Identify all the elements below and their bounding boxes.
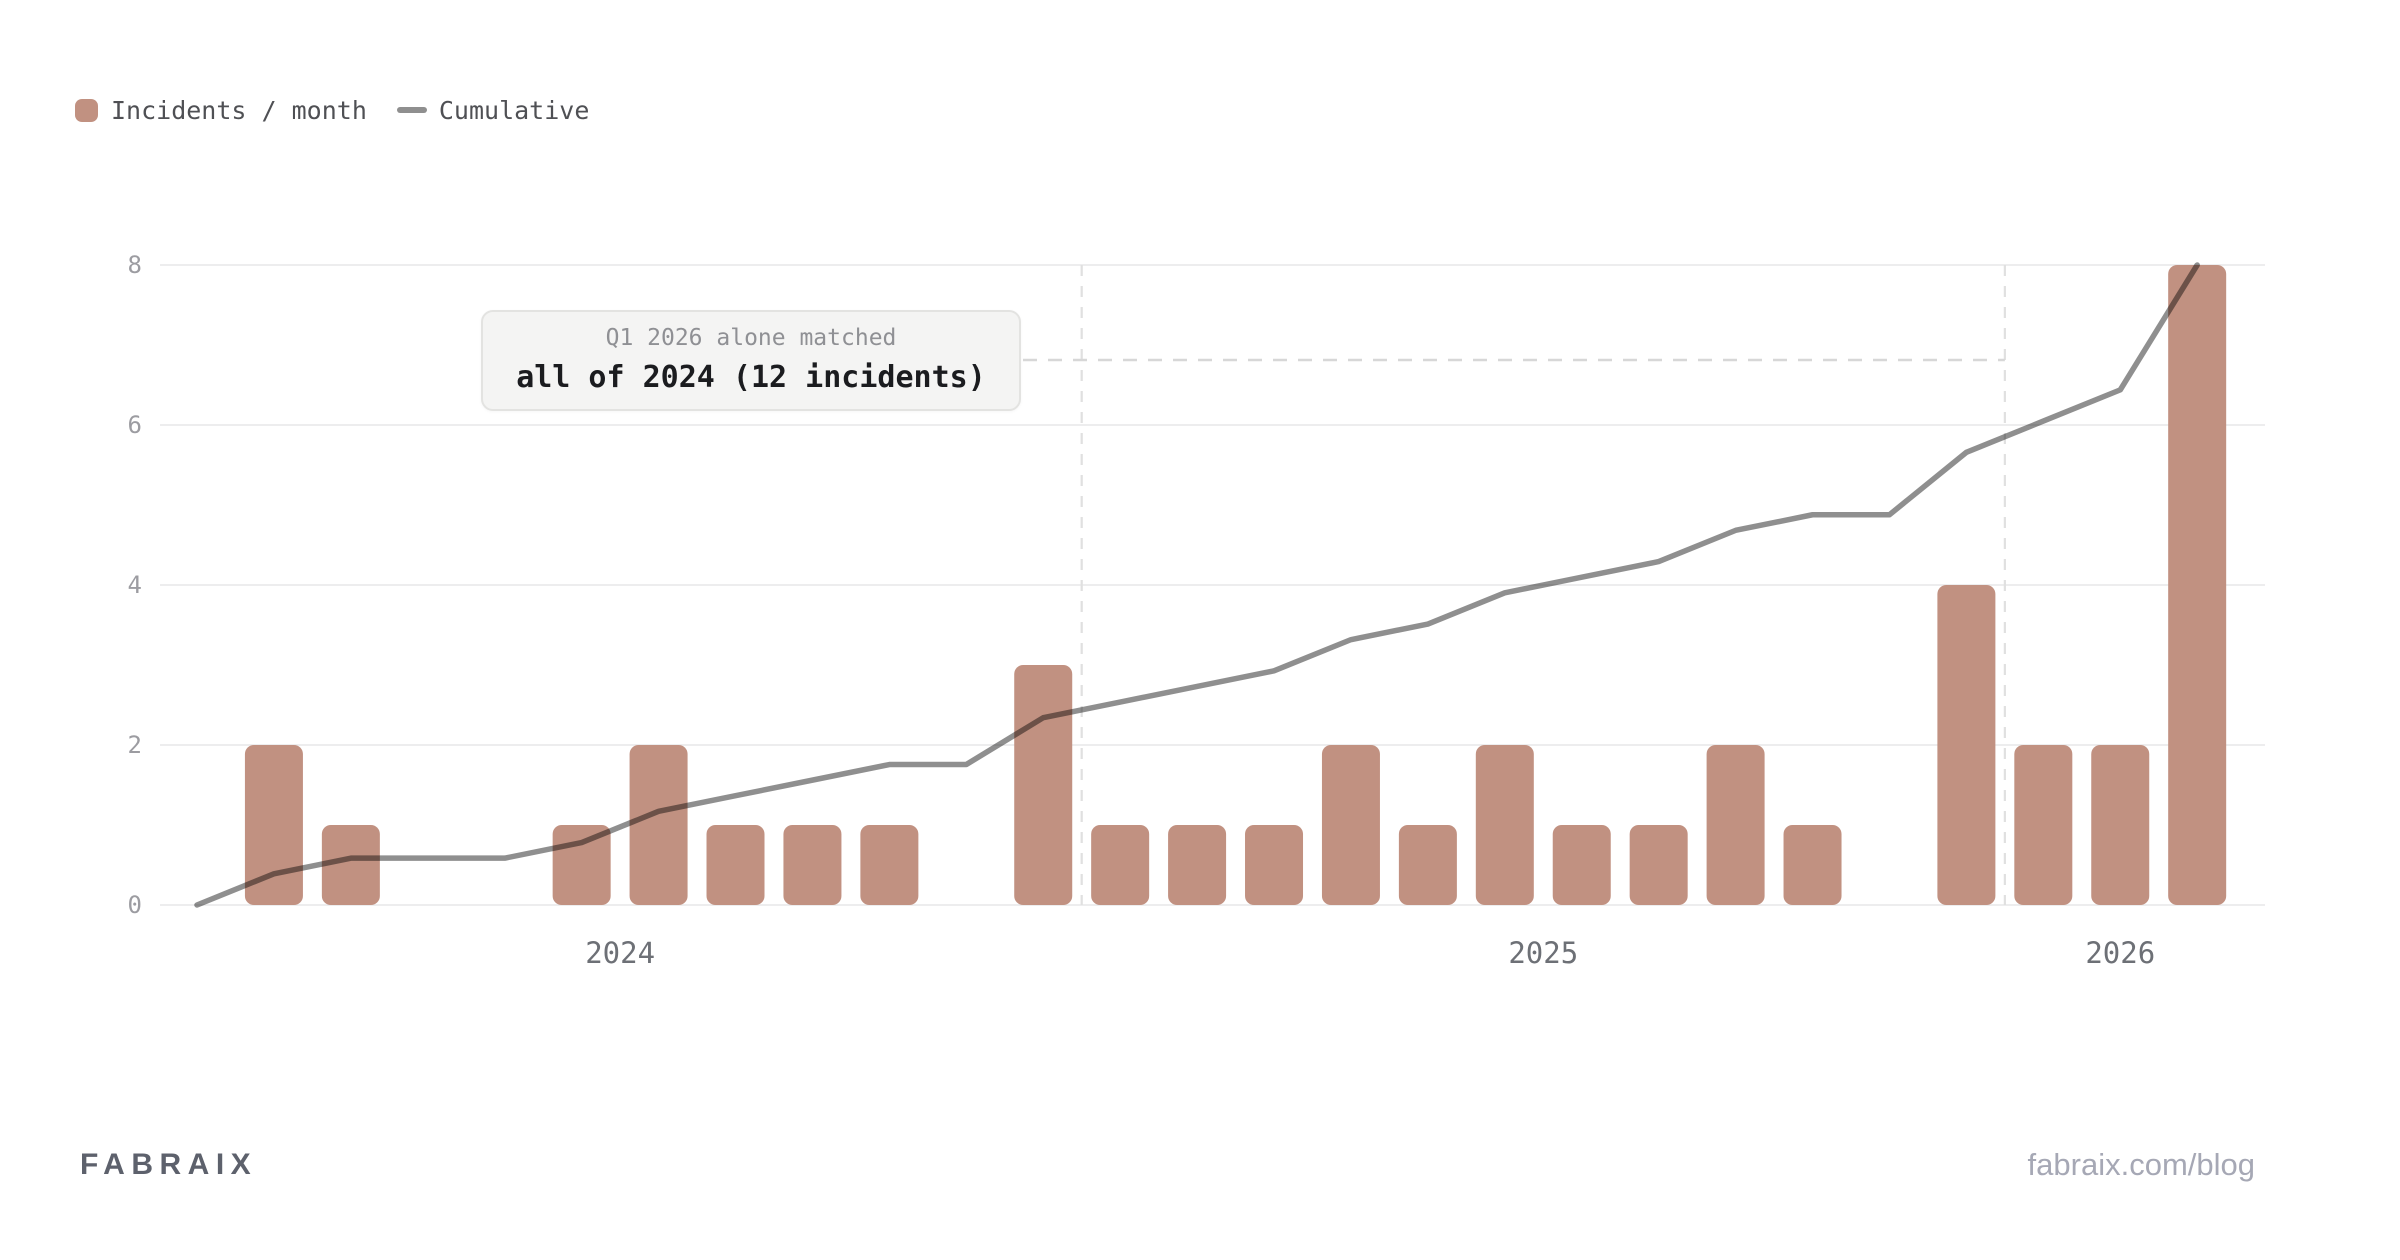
bar	[1321, 745, 1380, 905]
annotation-body: all of 2024 (12 incidents)	[516, 359, 986, 395]
bar	[1475, 745, 1534, 905]
bar	[860, 825, 919, 905]
bar	[1014, 665, 1073, 905]
y-tick-label: 4	[128, 571, 142, 599]
bar	[2014, 745, 2073, 905]
legend-bar-label: Incidents / month	[111, 95, 367, 125]
annotation-callout: Q1 2026 alone matched all of 2024 (12 in…	[481, 310, 1021, 411]
year-label: 2026	[2085, 936, 2155, 970]
bar	[244, 745, 303, 905]
bar	[1552, 825, 1611, 905]
bar	[1706, 745, 1765, 905]
bar	[2168, 265, 2227, 905]
bar	[629, 745, 688, 905]
y-tick-label: 2	[128, 731, 142, 759]
bar	[1937, 585, 1996, 905]
bar	[706, 825, 765, 905]
bar	[2091, 745, 2150, 905]
legend: Incidents / month Cumulative	[75, 95, 590, 125]
year-label: 2025	[1508, 936, 1578, 970]
bar	[1629, 825, 1688, 905]
y-tick-label: 0	[128, 891, 142, 919]
bar	[321, 825, 380, 905]
brand-logo: FABRAIX	[80, 1148, 258, 1181]
bar	[1398, 825, 1457, 905]
bar	[552, 825, 611, 905]
blog-link[interactable]: fabraix.com/blog	[2027, 1147, 2255, 1182]
bar	[783, 825, 842, 905]
legend-bar-swatch	[75, 98, 98, 122]
bar	[1245, 825, 1304, 905]
y-tick-label: 8	[128, 251, 142, 279]
bar	[1168, 825, 1227, 905]
y-tick-label: 6	[128, 411, 142, 439]
bar	[1783, 825, 1842, 905]
legend-line-swatch	[396, 107, 427, 113]
annotation-title: Q1 2026 alone matched	[605, 325, 897, 352]
cumulative-line	[194, 262, 2200, 908]
year-label: 2024	[585, 936, 655, 970]
bar	[1091, 825, 1150, 905]
legend-line-label: Cumulative	[438, 95, 590, 125]
